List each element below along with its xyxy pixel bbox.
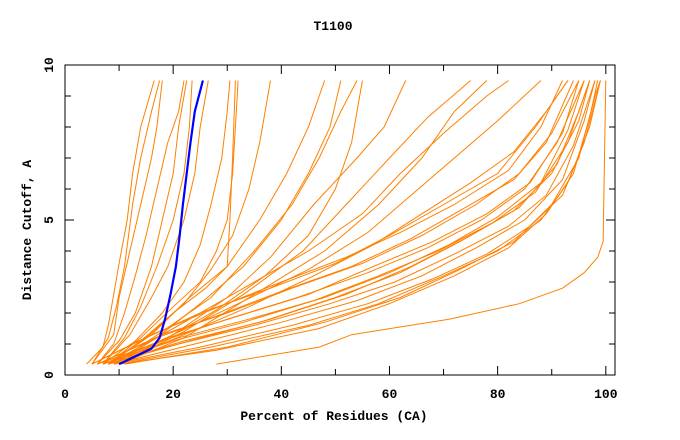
chart-title: T1100 xyxy=(313,19,352,34)
x-tick-label: 100 xyxy=(594,387,618,402)
model-curve-33 xyxy=(119,80,599,365)
model-curve-17 xyxy=(118,80,471,365)
model-curve-29 xyxy=(108,80,591,365)
model-curve-37 xyxy=(108,80,509,365)
model-curve-26 xyxy=(102,80,585,365)
model-curve-22 xyxy=(97,80,580,365)
model-curve-11 xyxy=(108,80,271,365)
model-curve-34 xyxy=(124,80,601,365)
axis-ticks xyxy=(64,64,615,376)
model-curve-12 xyxy=(108,80,326,365)
x-tick-label: 20 xyxy=(165,387,181,402)
model-curve-38 xyxy=(216,80,607,365)
model-curve-23 xyxy=(97,80,585,365)
model-curve-18 xyxy=(118,80,488,365)
model-curve-2 xyxy=(91,80,161,365)
axis-tick-labels: 0 20 40 60 80 100 0 5 10 xyxy=(42,57,618,402)
model-curve-14 xyxy=(113,80,358,365)
y-tick-label: 10 xyxy=(42,57,57,73)
model-curve-30 xyxy=(113,80,596,365)
model-curve-3 xyxy=(91,80,163,365)
x-tick-label: 40 xyxy=(274,387,290,402)
model-curve-6 xyxy=(102,80,193,365)
y-tick-label: 5 xyxy=(42,216,57,224)
x-tick-label: 0 xyxy=(61,387,69,402)
x-tick-label: 80 xyxy=(490,387,506,402)
model-curve-35 xyxy=(113,80,569,365)
model-curve-4 xyxy=(97,80,185,365)
plot-lines xyxy=(86,80,607,366)
model-curve-8 xyxy=(102,80,231,365)
model-curve-36 xyxy=(108,80,542,365)
x-tick-label: 60 xyxy=(382,387,398,402)
y-tick-label: 0 xyxy=(42,371,57,379)
highlighted-model-curve xyxy=(118,80,204,366)
model-curve-13 xyxy=(113,80,342,365)
model-curve-5 xyxy=(97,80,188,365)
model-curve-32 xyxy=(119,80,601,365)
model-curve-1 xyxy=(86,80,155,365)
model-curve-9 xyxy=(107,80,239,365)
model-curve-10 xyxy=(108,80,236,365)
y-axis-label: Distance Cutoff, A xyxy=(20,160,35,301)
model-curve-7 xyxy=(102,80,209,365)
model-curve-31 xyxy=(113,80,601,365)
model-curve-27 xyxy=(108,80,596,365)
x-axis-label: Percent of Residues (CA) xyxy=(240,409,427,424)
